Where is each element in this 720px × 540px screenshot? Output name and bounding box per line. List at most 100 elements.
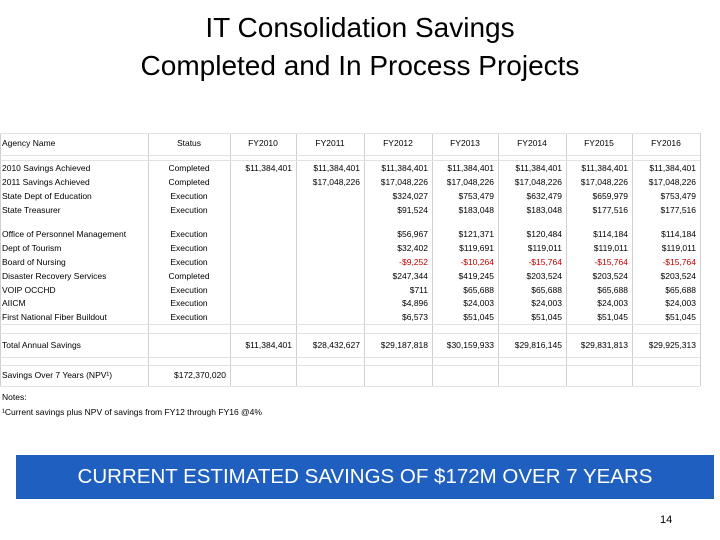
- table-cell: $114,184: [593, 229, 628, 239]
- table-cell: $56,967: [397, 229, 428, 239]
- table-cell: $17,048,226: [380, 177, 428, 187]
- table-cell: $24,003: [597, 298, 628, 308]
- table-cell: $17,048,226: [446, 177, 494, 187]
- table-cell: $119,011: [527, 243, 562, 253]
- table-cell: $177,516: [660, 205, 696, 215]
- header-cell: FY2013: [450, 138, 480, 148]
- table-cell: $24,003: [531, 298, 562, 308]
- table-cell: $753,479: [660, 191, 696, 201]
- column-divider: [364, 133, 365, 386]
- table-cell: $51,045: [597, 312, 628, 322]
- total-cell: $30,159,933: [446, 340, 494, 350]
- column-divider: [700, 133, 701, 386]
- total-cell: $29,831,813: [580, 340, 628, 350]
- table-cell: $11,384,401: [649, 163, 696, 173]
- column-divider: [432, 133, 433, 386]
- column-divider: [230, 133, 231, 386]
- table-cell: Execution: [170, 257, 208, 267]
- total-cell: $29,816,145: [514, 340, 562, 350]
- total-cell: Total Annual Savings: [2, 340, 81, 350]
- table-cell: $119,011: [593, 243, 628, 253]
- table-cell: $11,384,401: [381, 163, 428, 173]
- table-cell: $11,384,401: [515, 163, 562, 173]
- table-cell: -$10,264: [460, 257, 494, 267]
- table-cell: $65,688: [531, 285, 562, 295]
- table-cell: Completed: [168, 271, 210, 281]
- table-cell: $17,048,226: [648, 177, 696, 187]
- row-divider: [0, 386, 700, 387]
- table-cell: $17,048,226: [580, 177, 628, 187]
- table-cell: $120,484: [526, 229, 562, 239]
- column-divider: [498, 133, 499, 386]
- row-divider: [0, 333, 700, 334]
- table-cell: $65,688: [665, 285, 696, 295]
- total-cell: $11,384,401: [245, 340, 292, 350]
- table-cell: Execution: [170, 298, 208, 308]
- table-cell: AIICM: [2, 298, 26, 308]
- banner: CURRENT ESTIMATED SAVINGS OF $172M OVER …: [16, 455, 714, 499]
- table-cell: $11,384,401: [581, 163, 628, 173]
- table-cell: Completed: [168, 177, 210, 187]
- note-line: Notes:: [2, 392, 27, 402]
- table-cell: $659,979: [592, 191, 628, 201]
- total-cell: $28,432,627: [312, 340, 360, 350]
- table-cell: $51,045: [665, 312, 696, 322]
- table-cell: $203,524: [526, 271, 562, 281]
- table-cell: $247,344: [392, 271, 428, 281]
- table-cell: $419,245: [458, 271, 494, 281]
- title-line: IT Consolidation Savings: [205, 12, 515, 43]
- header-cell: FY2012: [383, 138, 413, 148]
- column-divider: [0, 133, 1, 386]
- column-divider: [296, 133, 297, 386]
- table-cell: $11,384,401: [447, 163, 494, 173]
- table-cell: $24,003: [665, 298, 696, 308]
- column-divider: [148, 133, 149, 386]
- total-cell: $29,925,313: [648, 340, 696, 350]
- table-cell: $119,691: [459, 243, 494, 253]
- table-cell: $11,384,401: [245, 163, 292, 173]
- table-cell: $11,384,401: [313, 163, 360, 173]
- header-cell: FY2014: [517, 138, 547, 148]
- table-cell: $324,027: [392, 191, 428, 201]
- table-cell: Execution: [170, 229, 208, 239]
- row-divider: [0, 324, 700, 325]
- row-divider: [0, 357, 700, 358]
- table-cell: Execution: [170, 312, 208, 322]
- table-cell: Dept of Tourism: [2, 243, 62, 253]
- table-cell: $32,402: [397, 243, 428, 253]
- table-cell: -$15,764: [528, 257, 562, 267]
- table-cell: $6,573: [402, 312, 428, 322]
- header-cell: FY2016: [651, 138, 681, 148]
- table-cell: $203,524: [660, 271, 696, 281]
- table-cell: $51,045: [463, 312, 494, 322]
- table-cell: VOIP OCCHD: [2, 285, 56, 295]
- page-number: 14: [660, 514, 673, 526]
- table-cell: Completed: [168, 163, 210, 173]
- table-cell: $65,688: [463, 285, 494, 295]
- table-cell: $91,524: [397, 205, 428, 215]
- row-divider: [0, 133, 700, 134]
- title-line: Completed and In Process Projects: [140, 50, 580, 81]
- table-cell: $24,003: [463, 298, 494, 308]
- column-divider: [632, 133, 633, 386]
- table-cell: -$9,252: [399, 257, 428, 267]
- table-cell: $114,184: [661, 229, 696, 239]
- table-cell: $17,048,226: [312, 177, 360, 187]
- table-cell: $711: [409, 285, 428, 295]
- table-cell: $203,524: [592, 271, 628, 281]
- table-cell: $17,048,226: [514, 177, 562, 187]
- table-cell: $183,048: [458, 205, 494, 215]
- npv-cell: Savings Over 7 Years (NPV¹): [2, 370, 113, 380]
- total-cell: $29,187,818: [380, 340, 428, 350]
- npv-cell: $172,370,020: [174, 370, 226, 380]
- table-cell: 2010 Savings Achieved: [2, 163, 91, 173]
- header-cell: Status: [176, 138, 202, 148]
- table-cell: Execution: [170, 243, 208, 253]
- table-cell: State Dept of Education: [2, 191, 92, 201]
- table-cell: $4,896: [402, 298, 428, 308]
- table-cell: State Treasurer: [2, 205, 61, 215]
- row-divider: [0, 155, 700, 156]
- table-cell: -$15,764: [594, 257, 628, 267]
